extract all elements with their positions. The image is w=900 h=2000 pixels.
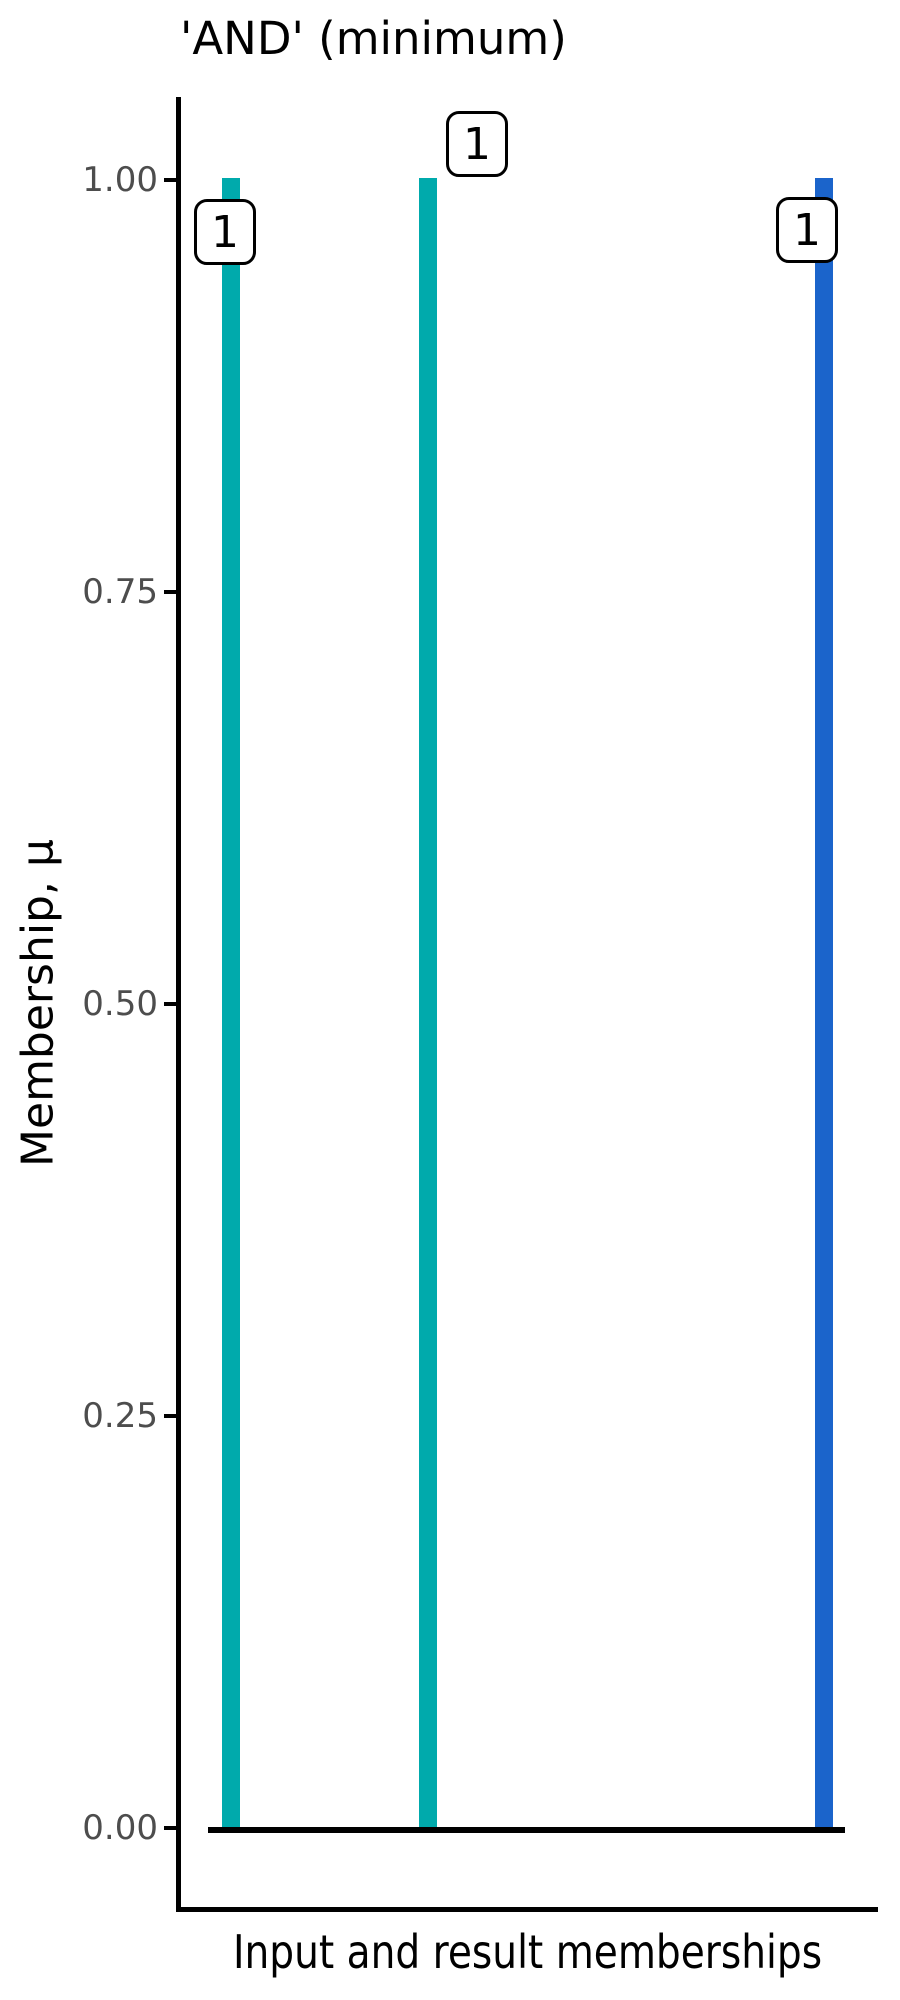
x-axis-title: Input and result memberships (177, 1925, 878, 1979)
bar-input-membership-1 (222, 178, 240, 1830)
bar-result-membership (815, 178, 833, 1830)
y-tick-label-0.50: 0.50 (82, 984, 158, 1024)
x-axis-line (176, 1907, 878, 1912)
y-tick-0.50 (164, 1002, 176, 1006)
y-axis-line (176, 97, 181, 1912)
value-label-input-2: 1 (446, 111, 508, 177)
y-tick-1.00 (164, 178, 176, 182)
value-label-input-1: 1 (194, 199, 256, 265)
bar-input-membership-2 (419, 178, 437, 1830)
y-tick-label-1.00: 1.00 (82, 160, 158, 200)
y-tick-0.75 (164, 590, 176, 594)
chart-title: 'AND' (minimum) (180, 12, 567, 65)
zero-baseline (208, 1827, 845, 1833)
value-label-result: 1 (776, 197, 838, 263)
y-tick-0.25 (164, 1414, 176, 1418)
y-tick-label-0.00: 0.00 (82, 1808, 158, 1848)
y-tick-label-0.75: 0.75 (82, 572, 158, 612)
x-axis-title-text: Input and result memberships (232, 1925, 823, 1979)
y-tick-0.00 (164, 1826, 176, 1830)
y-tick-label-0.25: 0.25 (82, 1396, 158, 1436)
